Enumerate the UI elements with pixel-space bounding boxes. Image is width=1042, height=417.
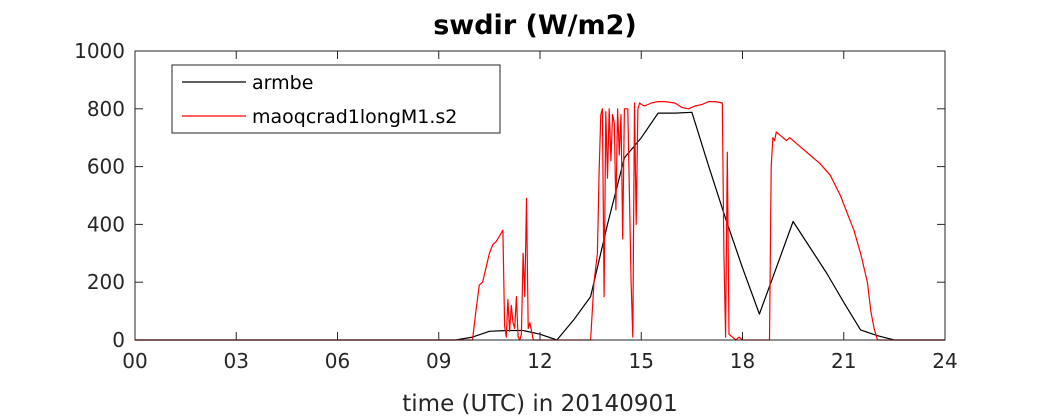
x-tick-label: 12 bbox=[527, 349, 552, 373]
x-tick-label: 18 bbox=[730, 349, 755, 373]
x-tick-label: 09 bbox=[426, 349, 451, 373]
legend: armbe maoqcrad1longM1.s2 bbox=[171, 64, 501, 134]
legend-label-0: armbe bbox=[252, 72, 313, 94]
x-axis-label: time (UTC) in 20140901 bbox=[402, 391, 677, 417]
y-tick-label: 200 bbox=[87, 270, 125, 294]
y-tick-label: 400 bbox=[87, 212, 125, 236]
legend-box bbox=[171, 64, 501, 134]
y-tick-label: 0 bbox=[112, 328, 125, 352]
chart-title: swdir (W/m2) bbox=[433, 10, 637, 41]
x-ticks: 00 03 06 09 12 15 18 21 24 bbox=[122, 51, 958, 373]
y-tick-label: 600 bbox=[87, 155, 125, 179]
x-tick-label: 21 bbox=[831, 349, 856, 373]
y-tick-label: 1000 bbox=[74, 39, 125, 63]
x-tick-label: 03 bbox=[224, 349, 249, 373]
y-ticks: 0 200 400 600 800 1000 bbox=[74, 39, 945, 352]
x-tick-label: 24 bbox=[932, 349, 957, 373]
series-layer bbox=[135, 100, 945, 341]
x-tick-label: 06 bbox=[325, 349, 350, 373]
y-tick-label: 800 bbox=[87, 97, 125, 121]
series-line-1 bbox=[135, 100, 945, 341]
legend-label-1: maoqcrad1longM1.s2 bbox=[252, 106, 457, 128]
x-tick-label: 15 bbox=[629, 349, 654, 373]
x-tick-label: 00 bbox=[122, 349, 147, 373]
